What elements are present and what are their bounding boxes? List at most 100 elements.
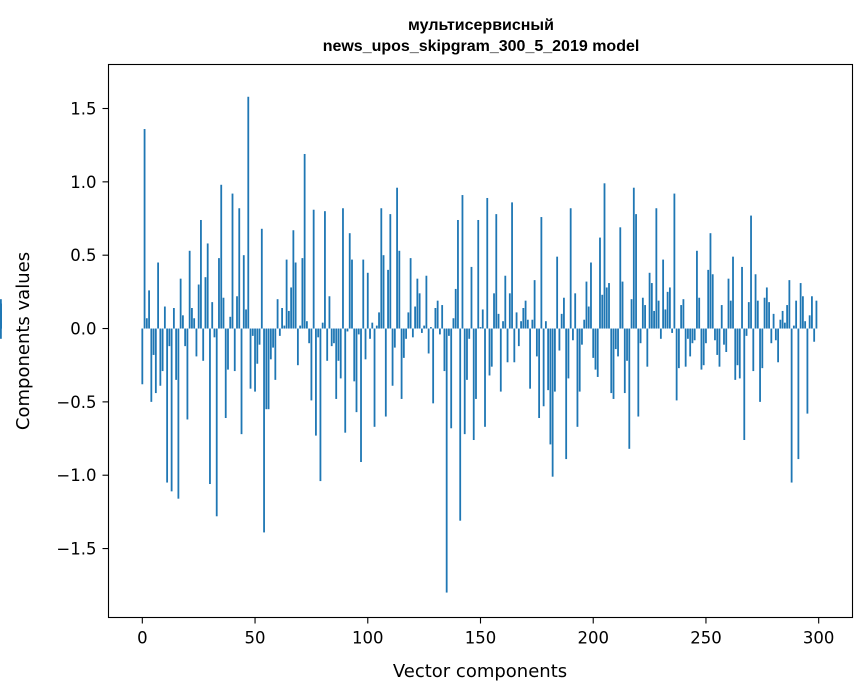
bar — [310, 328, 313, 401]
bar — [326, 328, 329, 361]
x-axis-ticks: 0 50 100 150 200 250 300 — [137, 617, 834, 648]
bar — [648, 272, 651, 329]
bar — [592, 328, 595, 358]
bar — [220, 184, 223, 329]
bar — [200, 219, 202, 329]
bar — [425, 275, 428, 329]
bar — [427, 328, 430, 354]
bar — [324, 211, 326, 329]
bar — [520, 321, 522, 329]
chart-title-line2: news_upos_skipgram_300_5_2019 model — [323, 38, 640, 55]
bar — [400, 328, 403, 399]
bar — [296, 328, 299, 366]
bar — [623, 328, 626, 394]
bar — [236, 296, 238, 329]
bar — [594, 328, 597, 370]
x-axis-label: Vector components — [393, 661, 567, 682]
bar — [680, 305, 683, 329]
bar — [641, 297, 644, 329]
bar — [549, 328, 552, 445]
bar — [231, 193, 234, 329]
bar — [700, 328, 703, 370]
bar — [301, 258, 304, 329]
bar — [772, 313, 775, 329]
bar — [714, 328, 716, 341]
bar — [145, 318, 148, 329]
x-tick-label: 50 — [245, 629, 266, 648]
bar — [360, 328, 362, 463]
bar — [364, 328, 367, 360]
bar — [389, 214, 392, 329]
bar — [396, 187, 398, 329]
y-tick-label: 1.5 — [70, 100, 96, 119]
bar — [614, 328, 617, 350]
bar — [783, 322, 786, 329]
bar — [378, 312, 380, 329]
bar — [290, 287, 293, 329]
bar — [659, 328, 662, 339]
bar — [671, 328, 674, 333]
bar — [511, 202, 513, 329]
bar — [159, 328, 162, 386]
bar — [747, 302, 750, 329]
bar — [581, 328, 583, 345]
bar — [526, 319, 529, 329]
bar — [152, 328, 155, 355]
bar — [436, 300, 439, 329]
bar — [560, 313, 563, 329]
bar — [179, 278, 182, 329]
bar — [529, 328, 531, 389]
bar — [197, 284, 200, 329]
bar — [774, 328, 777, 341]
bar — [696, 250, 698, 329]
bar — [797, 328, 800, 460]
bar — [186, 328, 189, 420]
bar — [333, 328, 335, 344]
bar — [745, 328, 748, 336]
bar — [637, 328, 640, 417]
bar — [141, 328, 144, 385]
bar — [369, 328, 371, 339]
bar — [274, 328, 277, 380]
bar — [330, 328, 333, 347]
bar — [556, 256, 559, 329]
bar — [154, 328, 157, 394]
bar — [222, 297, 225, 329]
bar — [357, 328, 360, 335]
bar — [531, 319, 534, 329]
bar — [702, 328, 705, 366]
bar — [265, 328, 268, 410]
bar — [718, 328, 721, 367]
bar — [572, 328, 574, 341]
bar — [254, 328, 256, 392]
bar — [267, 328, 270, 410]
bar — [813, 328, 816, 342]
bar — [533, 280, 536, 329]
bar — [380, 208, 383, 329]
bar — [513, 328, 516, 363]
bar — [202, 328, 205, 361]
bar — [664, 309, 667, 329]
bar — [540, 217, 543, 329]
bar — [272, 328, 274, 348]
bar — [233, 328, 236, 372]
bar — [635, 214, 637, 329]
bar — [229, 316, 232, 329]
bar — [292, 230, 295, 329]
bar — [191, 308, 193, 329]
bar — [477, 219, 480, 329]
bar — [608, 283, 610, 329]
bar — [430, 327, 432, 329]
bar — [650, 283, 653, 329]
bar — [238, 208, 241, 329]
bar — [691, 328, 694, 344]
bar — [337, 328, 340, 361]
bar — [276, 299, 279, 329]
bar — [423, 325, 426, 329]
bar — [723, 328, 725, 345]
bar — [599, 237, 601, 329]
bars-group — [0, 96, 818, 593]
bar — [472, 328, 475, 441]
bar — [211, 302, 214, 329]
bar — [574, 293, 577, 329]
